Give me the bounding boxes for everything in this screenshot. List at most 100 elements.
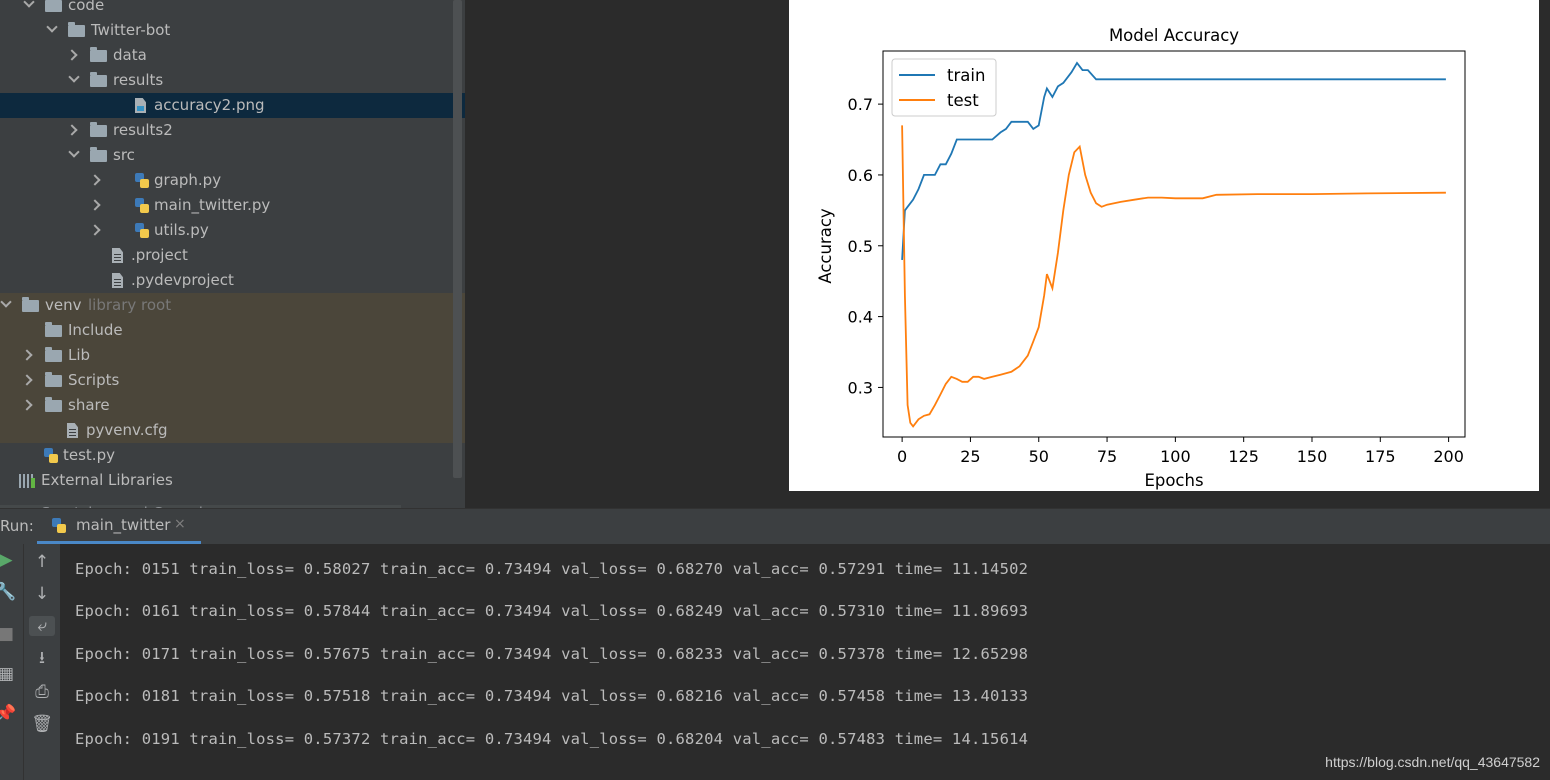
tree-item-label: main_twitter.py — [154, 196, 271, 214]
tree-item-label: graph.py — [154, 171, 222, 189]
run-console-output[interactable]: Epoch: 0151 train_loss= 0.58027 train_ac… — [60, 544, 1550, 780]
tree-item-utils-py[interactable]: utils.py — [0, 218, 465, 243]
chevron-down-icon[interactable] — [0, 296, 12, 308]
tree-item-src[interactable]: src — [0, 143, 465, 168]
tree-item-venv[interactable]: venv library root — [0, 293, 465, 318]
series-line-test — [901, 125, 1446, 428]
folder-icon — [45, 372, 62, 387]
legend-label-test: test — [947, 91, 979, 110]
tree-item-label: results — [113, 71, 164, 89]
tree-item-label: data — [113, 46, 147, 64]
trash-icon[interactable]: 🗑 — [31, 714, 53, 734]
x-tick-label: 100 — [1160, 447, 1191, 466]
pin-icon[interactable]: 📌 — [0, 704, 17, 724]
down-arrow-icon[interactable]: ↓ — [34, 584, 50, 604]
series-line-train — [901, 61, 1446, 260]
soft-wrap-icon[interactable]: ⤶ — [29, 616, 55, 636]
python-file-icon — [135, 223, 149, 238]
print-icon[interactable]: ⎙ — [35, 682, 49, 702]
x-axis-label: Epochs — [1144, 471, 1203, 490]
folder-icon — [45, 347, 62, 362]
tree-item-test-py[interactable]: test.py — [0, 443, 465, 468]
tree-item-main-twitter-py[interactable]: main_twitter.py — [0, 193, 465, 218]
tree-item-pydevproject[interactable]: .pydevproject — [0, 268, 465, 293]
chevron-right-icon[interactable] — [89, 174, 101, 186]
y-tick-label: 0.3 — [848, 378, 873, 397]
x-tick-label: 25 — [960, 447, 980, 466]
tree-item-scripts[interactable]: Scripts — [0, 368, 465, 393]
folder-icon — [22, 297, 39, 312]
x-tick-label: 75 — [1097, 447, 1117, 466]
file-icon — [112, 273, 123, 288]
scroll-to-end-icon[interactable]: ⭳ — [39, 648, 45, 668]
chevron-right-icon[interactable] — [21, 374, 33, 386]
libraries-icon — [19, 474, 35, 488]
tree-item-share[interactable]: share — [0, 393, 465, 418]
tree-item-project[interactable]: .project — [0, 243, 465, 268]
project-scrollbar[interactable] — [453, 0, 462, 478]
tree-item-label: src — [113, 146, 135, 164]
tree-item-include[interactable]: Include — [0, 318, 465, 343]
console-line: Epoch: 0171 train_loss= 0.57675 train_ac… — [75, 645, 1029, 663]
tree-item-label: pyvenv.cfg — [86, 421, 168, 439]
tree-item-label: Lib — [68, 346, 91, 364]
console-line: Epoch: 0161 train_loss= 0.57844 train_ac… — [75, 602, 1029, 620]
tree-item-code[interactable]: code — [0, 0, 465, 18]
tree-item-pyvenv-cfg[interactable]: pyvenv.cfg — [0, 418, 465, 443]
chevron-down-icon[interactable] — [68, 146, 80, 158]
chevron-right-icon[interactable] — [21, 349, 33, 361]
chevron-right-icon[interactable] — [66, 124, 78, 136]
tree-item-data[interactable]: data — [0, 43, 465, 68]
image-file-icon — [135, 98, 146, 113]
x-tick-label: 150 — [1297, 447, 1328, 466]
run-icon[interactable]: ▶ — [0, 550, 13, 570]
layout-icon[interactable]: ▦ — [0, 664, 15, 684]
tree-item-twitter-bot[interactable]: Twitter-bot — [0, 18, 465, 43]
library-root-hint: library root — [88, 296, 172, 314]
tab-main-twitter[interactable]: main_twitter × — [37, 509, 201, 544]
run-tool-header: Run: main_twitter × — [0, 508, 1550, 544]
console-line: Epoch: 0191 train_loss= 0.57372 train_ac… — [75, 730, 1029, 748]
plot-frame — [882, 50, 1466, 438]
image-preview: 0 25 50 75 100 125 150 175 200 0.3 0.4 0.5 0.6 0.7 Mod… — [789, 0, 1539, 491]
accuracy-chart: 0 25 50 75 100 125 150 175 200 0.3 0.4 0.5 0.6 0.7 Mod… — [816, 26, 1466, 490]
chevron-right-icon[interactable] — [89, 199, 101, 211]
chevron-down-icon[interactable] — [68, 71, 80, 83]
tree-item-label: Scratches and Consoles — [41, 505, 220, 508]
tree-item-label: utils.py — [154, 221, 209, 239]
chevron-right-icon[interactable] — [21, 399, 33, 411]
y-axis-label: Accuracy — [816, 208, 835, 284]
up-arrow-icon[interactable]: ↑ — [34, 552, 50, 572]
tree-item-results2[interactable]: results2 — [0, 118, 465, 143]
run-label: Run: — [0, 517, 34, 535]
folder-icon — [90, 147, 107, 162]
tree-item-label: accuracy2.png — [154, 96, 265, 114]
folder-icon — [90, 72, 107, 87]
run-tab-label: main_twitter — [76, 516, 171, 534]
chevron-right-icon[interactable] — [66, 49, 78, 61]
tree-item-graph-py[interactable]: graph.py — [0, 168, 465, 193]
watermark: https://blog.csdn.net/qq_43647582 — [1325, 754, 1540, 770]
tree-item-label: test.py — [63, 446, 115, 464]
file-icon — [112, 248, 123, 263]
wrench-icon[interactable]: 🔧 — [0, 582, 17, 602]
file-icon — [67, 423, 78, 438]
tree-item-results[interactable]: results — [0, 68, 465, 93]
tree-item-scratches-and-consoles[interactable]: Scratches and Consoles — [0, 505, 401, 508]
x-tick-label: 50 — [1029, 447, 1049, 466]
chevron-down-icon[interactable] — [46, 21, 58, 33]
chevron-down-icon[interactable] — [23, 0, 35, 8]
chevron-right-icon[interactable] — [89, 224, 101, 236]
tree-item-label: Twitter-bot — [91, 21, 171, 39]
run-toolbar-left: ▶ 🔧 ■ ▦ 📌 — [0, 544, 23, 780]
folder-icon — [45, 322, 62, 337]
stop-icon[interactable]: ■ — [0, 624, 15, 644]
tree-item-lib[interactable]: Lib — [0, 343, 465, 368]
python-file-icon — [135, 173, 149, 188]
x-tick-label: 200 — [1433, 447, 1464, 466]
folder-icon — [45, 397, 62, 412]
tree-item-external-libraries[interactable]: External Libraries — [0, 468, 465, 493]
tree-item-accuracy2-png[interactable]: accuracy2.png — [0, 93, 465, 118]
tree-item-label: .pydevproject — [131, 271, 234, 289]
close-icon[interactable]: × — [174, 516, 186, 532]
